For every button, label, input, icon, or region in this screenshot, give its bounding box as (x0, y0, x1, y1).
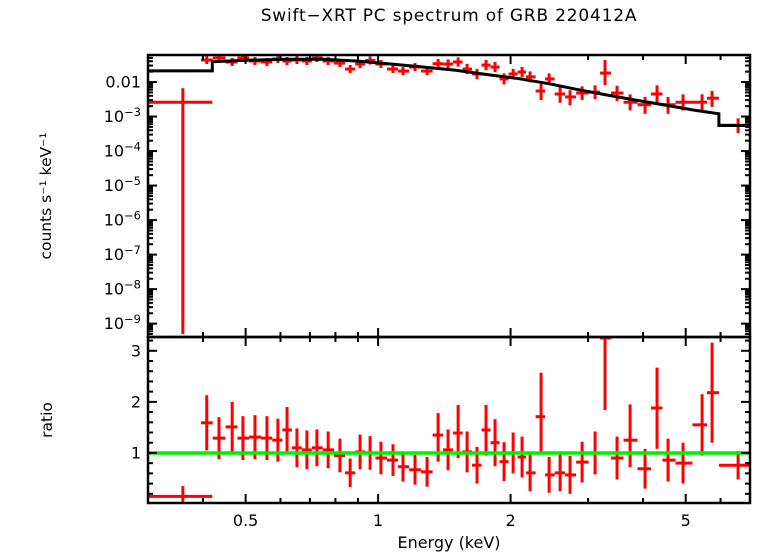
plot-title: Swift−XRT PC spectrum of GRB 220412A (260, 6, 638, 26)
ratio-data-point (409, 454, 422, 485)
spectrum-data-point (576, 86, 589, 101)
x-tick-label: 1 (373, 511, 383, 530)
y-tick-label: 10−6 (104, 209, 141, 230)
spectrum-data-point (651, 85, 663, 105)
ratio-data-point (611, 436, 624, 480)
tick-exponent: −7 (124, 243, 141, 257)
spectrum-data-point (490, 61, 500, 73)
x-axis-label-energy: Energy (keV) (397, 533, 501, 552)
ratio-data-point (387, 444, 399, 476)
ratio-data-point (421, 457, 433, 487)
ratio-data-point (398, 451, 410, 482)
ratio-data-point (334, 438, 346, 473)
ratio-data-point (443, 429, 454, 471)
ratio-data-point (623, 404, 638, 468)
tick-exponent: −9 (124, 312, 141, 326)
ratio-data-point (554, 454, 566, 492)
tick-exponent: −4 (124, 140, 141, 154)
ratio-data-point (545, 457, 555, 493)
spectrum-data-point (387, 65, 399, 74)
ratio-data-point (148, 486, 213, 503)
ratio-data-point (375, 441, 388, 475)
spectrum-data-point (565, 90, 577, 106)
ratio-data-point (201, 395, 213, 451)
ratio-data-point (600, 336, 612, 411)
ratio-data-point (272, 418, 283, 462)
ratio-data-point (526, 454, 536, 492)
ratio-data-point (675, 442, 693, 484)
y-tick-label: 10−8 (104, 278, 141, 299)
tick-exponent: −5 (124, 174, 141, 188)
ratio-data-point (692, 394, 708, 456)
spectrum-data-points (148, 55, 750, 335)
ratio-data-point (517, 436, 527, 478)
spectrum-data-point (499, 73, 509, 85)
y-tick-label: 10−4 (104, 140, 141, 161)
spectrum-data-point (707, 90, 719, 107)
spectrum-data-point (201, 56, 213, 65)
ratio-data-point (718, 450, 750, 480)
ratio-data-point (637, 448, 652, 489)
spectrum-panel-frame (146, 53, 752, 339)
spectrum-data-point (692, 94, 708, 111)
ratio-data-point (301, 430, 312, 470)
ratio-data-point (282, 406, 292, 453)
y-tick-label: 10−9 (104, 312, 141, 333)
spectrum-data-point (148, 88, 213, 335)
y-tick-label: 3 (131, 341, 141, 360)
spectrum-data-point (517, 66, 527, 78)
ratio-data-points (148, 336, 750, 503)
axis-ticks (148, 54, 751, 503)
ratio-data-point (345, 458, 356, 488)
ratio-panel-frame (146, 335, 752, 505)
ratio-data-point (225, 401, 238, 452)
spectrum-data-point (611, 85, 624, 102)
y-tick-label: 0.01 (105, 73, 141, 92)
ratio-data-point (662, 438, 676, 482)
spectrum-data-point (453, 57, 463, 67)
ratio-data-point (565, 456, 577, 494)
tick-exponent: −6 (124, 209, 141, 223)
y-tick-label: 2 (131, 392, 141, 411)
ratio-data-point (311, 429, 323, 467)
x-tick-label: 5 (681, 511, 691, 530)
model-line (148, 57, 750, 127)
y-tick-label: 10−5 (104, 174, 141, 195)
spectrum-data-point (443, 59, 454, 69)
spectrum-data-point (398, 67, 410, 76)
spectrum-data-point (535, 83, 546, 101)
ratio-data-point (291, 428, 302, 468)
ratio-data-point (490, 419, 500, 467)
spectrum-data-point (345, 65, 356, 74)
ratio-data-point (576, 441, 589, 483)
x-tick-label: 0.5 (233, 511, 258, 530)
tick-exponent: −3 (124, 105, 141, 119)
x-tick-label: 2 (505, 511, 515, 530)
ratio-data-point (499, 442, 509, 482)
tick-exponent: −8 (124, 278, 141, 292)
spectrum-data-point (600, 60, 612, 86)
ratio-data-point (651, 367, 663, 449)
y-tick-label: 10−7 (104, 243, 141, 264)
spectrum-data-point (481, 60, 491, 71)
ratio-data-point (453, 404, 463, 459)
spectrum-data-point (432, 59, 444, 69)
spectrum-data-point (637, 96, 652, 114)
ratio-data-point (707, 342, 719, 443)
spectrum-data-point (623, 94, 638, 111)
y-tick-label: 10−3 (104, 105, 141, 126)
spectrum-data-point (554, 86, 566, 103)
ratio-data-point (535, 372, 546, 453)
ratio-data-point (322, 431, 335, 469)
ratio-data-point (481, 404, 491, 456)
y-tick-label: 1 (131, 443, 141, 462)
